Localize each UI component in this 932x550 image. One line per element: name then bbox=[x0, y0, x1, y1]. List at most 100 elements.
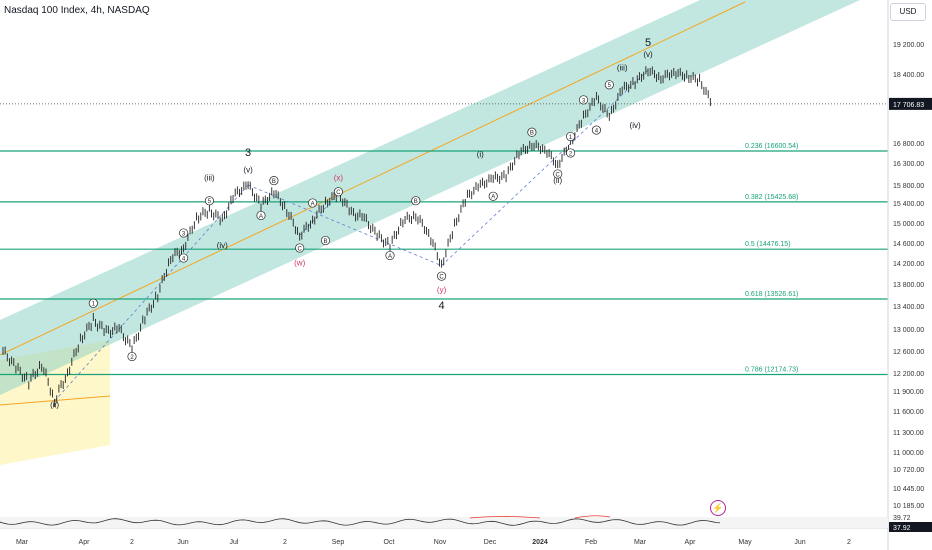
time-tick: Nov bbox=[434, 539, 447, 546]
wave-label: (x) bbox=[334, 174, 344, 183]
price-tick: 10 445.00 bbox=[893, 486, 924, 493]
wave-circle bbox=[88, 298, 98, 308]
wave-circle bbox=[488, 191, 498, 201]
circled-label: C bbox=[336, 190, 341, 196]
wave-circle bbox=[204, 196, 214, 206]
wave-circle bbox=[295, 243, 305, 253]
price-tick: 16 300.00 bbox=[893, 161, 924, 168]
circled-label: A bbox=[311, 201, 315, 207]
wave-circle bbox=[179, 253, 189, 263]
wave-circle bbox=[256, 210, 266, 221]
time-tick: Oct bbox=[384, 539, 395, 546]
time-tick: Jun bbox=[794, 539, 805, 546]
price-tick: 11 000.00 bbox=[893, 450, 924, 457]
wave-circle bbox=[527, 127, 537, 137]
fib-label: 0.382 (15425.68) bbox=[745, 194, 798, 201]
time-tick: Apr bbox=[685, 539, 697, 546]
wave-label: (iv) bbox=[630, 121, 641, 130]
circled-label: 1 bbox=[92, 302, 96, 308]
wave-circle bbox=[333, 187, 343, 197]
wave-label: (i) bbox=[477, 150, 484, 159]
circled-label: C bbox=[298, 246, 303, 252]
indicator-top-label: 39.72 bbox=[893, 515, 911, 522]
time-tick: Jul bbox=[230, 539, 239, 546]
wave-label: 5 bbox=[645, 37, 651, 49]
fib-label: 0.236 (16600.54) bbox=[745, 143, 798, 150]
circled-label: 1 bbox=[569, 135, 573, 141]
time-tick: Mar bbox=[16, 539, 29, 546]
circled-label: 2 bbox=[130, 355, 134, 361]
wave-label: (iv) bbox=[217, 241, 228, 250]
wave-circle bbox=[320, 235, 331, 246]
indicator-highlight bbox=[469, 515, 611, 519]
indicator-last-label: 37.92 bbox=[893, 525, 911, 532]
circled-label: A bbox=[491, 195, 495, 201]
circled-label: B bbox=[272, 179, 276, 185]
time-tick: Sep bbox=[332, 539, 345, 546]
wave-label: (v) bbox=[243, 166, 253, 175]
price-tick: 19 200.00 bbox=[893, 42, 924, 49]
time-tick: 2 bbox=[847, 539, 851, 546]
price-tick: 16 800.00 bbox=[893, 141, 924, 148]
price-channel bbox=[0, 0, 860, 395]
indicator-pane bbox=[0, 517, 888, 528]
circled-label: 5 bbox=[208, 199, 212, 205]
wave-connector bbox=[54, 184, 249, 402]
wave-circle bbox=[553, 169, 563, 179]
last-price-label: 17 706.83 bbox=[893, 102, 924, 109]
circled-label: 4 bbox=[182, 256, 186, 262]
circled-label: A bbox=[388, 254, 392, 260]
time-tick: Feb bbox=[585, 539, 597, 546]
price-tick: 11 300.00 bbox=[893, 430, 924, 437]
time-tick: May bbox=[738, 539, 752, 546]
time-tick: Apr bbox=[79, 539, 91, 546]
fib-label: 0.5 (14476.15) bbox=[745, 241, 791, 248]
price-tick: 10 720.00 bbox=[893, 467, 924, 474]
indicator-line bbox=[0, 518, 721, 526]
wave-label: (y) bbox=[437, 285, 447, 294]
price-tick: 15 800.00 bbox=[893, 183, 924, 190]
wave-circle bbox=[411, 196, 421, 206]
currency-selector[interactable]: USD bbox=[890, 3, 926, 21]
circled-label: 4 bbox=[595, 128, 599, 134]
circled-label: B bbox=[414, 199, 418, 205]
price-tick: 13 000.00 bbox=[893, 327, 924, 334]
price-tick: 15 000.00 bbox=[893, 221, 924, 228]
time-tick: 2024 bbox=[532, 539, 548, 546]
time-tick: 2 bbox=[283, 539, 287, 546]
price-tick: 11 600.00 bbox=[893, 409, 924, 416]
price-tick: 12 200.00 bbox=[893, 371, 924, 378]
circled-label: 5 bbox=[608, 83, 612, 89]
price-tick: 18 400.00 bbox=[893, 72, 924, 79]
wave-label: 3 bbox=[245, 147, 251, 159]
wave-circle bbox=[604, 80, 614, 90]
price-tick: 14 600.00 bbox=[893, 241, 924, 248]
last-price-badge bbox=[889, 97, 932, 110]
price-tick: 15 400.00 bbox=[893, 201, 924, 208]
wave-circle bbox=[308, 198, 318, 208]
fib-label: 0.786 (12174.73) bbox=[745, 367, 798, 374]
indicator-badge bbox=[889, 522, 932, 532]
circled-label: 3 bbox=[582, 98, 586, 104]
wave-circle bbox=[269, 176, 279, 186]
time-tick: 2 bbox=[130, 539, 134, 546]
wave-label: 4 bbox=[439, 300, 445, 312]
wave-circle bbox=[566, 148, 576, 158]
circled-label: 3 bbox=[182, 231, 186, 237]
time-tick: Mar bbox=[634, 539, 647, 546]
circled-label: B bbox=[323, 239, 327, 245]
price-tick: 12 600.00 bbox=[893, 349, 924, 356]
wave-circle bbox=[591, 125, 601, 135]
fib-label: 0.618 (13526.61) bbox=[745, 291, 798, 298]
circled-label: A bbox=[259, 214, 263, 220]
price-tick: 11 900.00 bbox=[893, 389, 924, 396]
price-tick: 13 400.00 bbox=[893, 304, 924, 311]
channel-midline bbox=[0, 1, 746, 356]
lightning-icon[interactable]: ⚡ bbox=[710, 500, 726, 516]
time-tick: Jun bbox=[177, 539, 188, 546]
wave-label: (iii) bbox=[617, 63, 628, 72]
time-tick: Dec bbox=[484, 539, 497, 546]
price-tick: 13 800.00 bbox=[893, 282, 924, 289]
wave-label: (ii) bbox=[553, 176, 562, 185]
